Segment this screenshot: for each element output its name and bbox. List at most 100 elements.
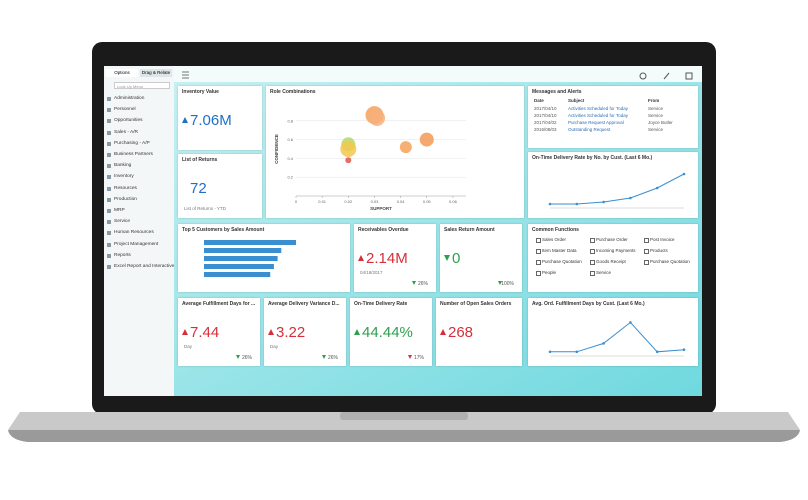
menu-item[interactable]: Reports [114,252,131,258]
tile-title: Top 5 Customers by Sales Amount [182,227,265,233]
refresh-icon[interactable] [639,72,647,80]
arrow [182,117,188,123]
cell[interactable]: Purchase Request Approval [568,120,624,125]
tile-title: Role Combinations [270,89,316,95]
cell: Service [648,127,664,132]
search[interactable]: Look Up Menu [114,82,170,89]
menu-icon [107,220,111,225]
tile-title: On-Time Delivery Rate [354,301,408,307]
tab[interactable]: Drag & Relate [140,69,172,77]
y-tick-label: 0.8 [287,118,293,123]
menu-item[interactable]: Opportunities [114,118,143,124]
kpi-note: 04/18/2017 [360,270,383,275]
function-link[interactable]: Purchase Quotation [542,259,582,264]
column-header: Subject [568,98,585,103]
base-edge [8,430,800,442]
kpi-value: 0 [452,250,461,267]
menu-item[interactable]: Excel Report and Interactive [114,264,175,269]
cell: 2017/04/10 [534,113,557,118]
checkbox [536,260,541,265]
menu-item[interactable]: Resources [114,185,137,191]
menu-item[interactable]: Production [114,196,137,202]
x-tick-label: 0.02 [344,199,353,204]
trend-arrow [412,281,416,285]
y-tick-label: 0.4 [287,156,293,161]
menu-item[interactable]: Service [114,219,130,225]
settings-icon[interactable] [685,72,693,80]
menu-item[interactable]: Personnel [114,107,136,113]
function-link[interactable]: Item Master Data [542,248,577,253]
function-link[interactable]: Incoming Payments [596,248,636,253]
bubble [419,132,434,147]
column-header: Date [534,98,544,103]
kpi-change: 26% [241,355,252,361]
checkbox [644,249,649,254]
function-link[interactable]: People [542,270,557,275]
menu-item[interactable]: MRP [114,208,125,213]
function-link[interactable]: Goods Receipt [596,259,626,264]
chart: 0.2 0.4 0.6 0.8 0 0.01 0.02 0.03 0.04 0.05 0.06 SUP… [274,106,466,211]
function-link[interactable]: Purchase Order [596,237,628,242]
function-link[interactable]: Sales Order [542,237,567,242]
point [602,200,605,204]
kpi-change: 26% [417,281,428,287]
point [575,350,579,354]
menu-item[interactable]: Business Partners [114,152,153,157]
cell: 2017/04/02 [534,120,557,125]
menu-item[interactable]: Administration [114,96,145,101]
menu-item[interactable]: Human Resources [114,230,154,236]
point [682,348,686,351]
tile: Average Delivery Variance D... 3.22 Day 26% [264,298,346,366]
menu-icon [107,197,111,202]
kpi-value: 2.14M [366,250,408,267]
function-link[interactable]: Purchase Quotation [650,259,690,264]
cell[interactable]: Outstanding Request [568,127,611,132]
arrow [408,355,412,359]
checkbox [644,238,649,243]
menu-item[interactable]: Sales - A/R [114,129,138,135]
arrow [322,355,326,359]
x-tick-label: 0.04 [397,199,406,204]
cell: Service [648,113,664,118]
function-link[interactable]: Service [596,270,612,275]
x-tick-label: 0.03 [371,199,380,204]
tile: Common Functions Sales Order Purchase Orde… [528,224,698,292]
point [655,186,659,190]
kpi-change: 100% [501,281,514,287]
trend-arrow [440,329,446,335]
chart [548,172,686,209]
checkbox [590,271,595,276]
menu-icon [107,265,111,269]
tile: On-Time Delivery Rate 44.44% 17% [350,298,432,366]
sidebar-panel: Options Drag & Relate Look Up Menu Admin… [104,66,174,396]
cell[interactable]: Activities Scheduled for Today [568,106,628,111]
menu-item[interactable]: Banking [114,163,132,169]
point [575,202,579,206]
sidebar [104,66,174,396]
tile-title: Receivables Overdue [358,227,409,233]
tile: Messages and Alerts Date Subject From 2017/0… [528,86,698,148]
bar [204,240,296,245]
bar [204,256,278,261]
kpi-value: 44.44% [362,324,413,341]
toolbar [104,66,702,82]
arrow [236,355,240,359]
tab[interactable]: Options [106,69,138,77]
function-link[interactable]: Post Invoice [650,237,675,242]
cell[interactable]: Activities Scheduled for Today [568,113,628,118]
tile-title: Common Functions [532,227,579,233]
x-axis-label: SUPPORT [370,206,392,211]
function-link[interactable]: Products [650,248,668,253]
menu-item[interactable]: Purchasing - A/P [114,140,150,146]
menu-item[interactable]: Project Management [114,241,159,247]
cell: 2017/04/10 [534,106,557,111]
menu-icon [107,253,111,258]
kpi-value: 72 [190,180,207,197]
arrow [358,255,364,261]
edit-icon[interactable] [663,72,670,80]
menu-item[interactable]: Inventory [114,174,134,180]
menu-icon[interactable] [182,71,189,79]
tile: Avg. Ord. Fulfillment Days by Cust. (Las… [528,298,698,366]
chart [548,321,686,357]
menu-icon [107,209,111,213]
